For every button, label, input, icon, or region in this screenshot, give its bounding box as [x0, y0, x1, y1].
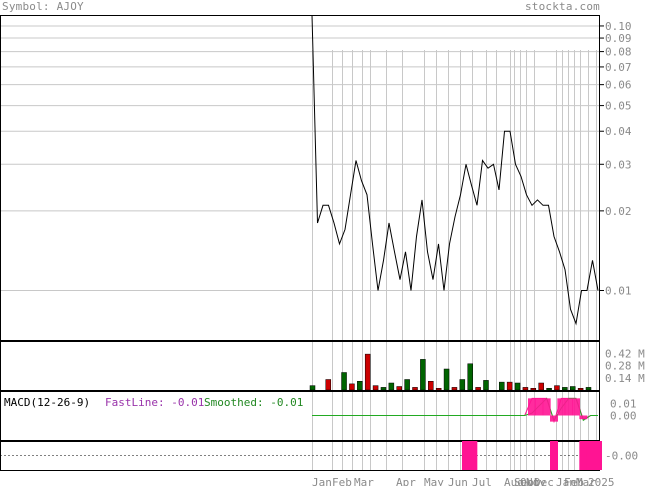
macd-smoothed-legend: Smoothed: -0.01 [204, 396, 303, 409]
volume-bar [451, 387, 458, 391]
volume-bar [396, 386, 402, 391]
macd-panel: MACD(12-26-9) FastLine: -0.01 Smoothed: … [4, 396, 637, 424]
volume-bar [388, 382, 395, 391]
x-axis-month-label: Nov [526, 476, 546, 486]
macd-fill-block [542, 398, 551, 416]
x-axis-month-label: Feb [564, 476, 584, 486]
macd-y-tick-label: 0.01 [610, 397, 637, 410]
volume-bar [475, 387, 481, 391]
volume-bar [357, 381, 363, 391]
macd-histogram-panel: -0.00 [0, 441, 638, 470]
volume-bar [412, 387, 418, 391]
macd-y-tick-label: 0.00 [610, 410, 637, 423]
volume-bar [428, 381, 434, 391]
x-axis-month-label: Jan [312, 476, 332, 486]
histogram-y-tick-label: -0.00 [605, 450, 638, 463]
price-y-tick-label: 0.10 [605, 20, 632, 33]
volume-frame [0, 341, 600, 391]
x-axis-month-label: Apr [396, 476, 416, 486]
histogram-bar [550, 441, 558, 470]
volume-bar [404, 379, 410, 391]
volume-y-tick-label: 0.14 M [605, 372, 645, 385]
volume-bar [364, 353, 371, 391]
volume-bar [483, 380, 489, 391]
x-axis-month-label: May [424, 476, 444, 486]
price-frame [0, 15, 600, 341]
x-axis-month-label: Mar [576, 476, 596, 486]
volume-bar [522, 387, 529, 391]
price-y-tick-label: 0.09 [605, 32, 632, 45]
site-label: stockta.com [524, 0, 600, 13]
histogram-bar [462, 441, 470, 470]
price-y-tick-label: 0.08 [605, 46, 632, 59]
price-y-tick-label: 0.05 [605, 100, 632, 113]
x-axis-month-label: Aug [504, 476, 524, 486]
macd-frame [0, 391, 600, 441]
volume-bar [309, 385, 316, 391]
macd-fill-block [557, 398, 566, 416]
volume-bar [380, 387, 387, 391]
volume-bar [349, 383, 355, 391]
volume-bar [459, 379, 466, 391]
macd-fill-block [550, 415, 558, 422]
macd-fill-block [579, 415, 588, 420]
macd-title: MACD(12-26-9) [4, 396, 90, 409]
volume-bar [341, 372, 347, 391]
x-axis-month-label: Jan [556, 476, 576, 486]
volume-bar [443, 368, 450, 391]
x-axis-month-label: Feb [332, 476, 352, 486]
x-axis-month-label: Dec [534, 476, 554, 486]
x-axis-month-label: Jul [472, 476, 492, 486]
volume-bar [372, 385, 379, 391]
price-y-tick-label: 0.01 [605, 285, 632, 298]
volume-bar [499, 381, 505, 391]
volume-bar [514, 382, 521, 391]
volume-bar [554, 385, 560, 391]
volume-y-tick-label: 0.28 M [605, 360, 645, 373]
volume-bar [530, 388, 537, 391]
volume-bar [569, 386, 576, 391]
volume-y-tick-label: 0.42 M [605, 347, 645, 360]
volume-bar [538, 382, 544, 391]
grid-lines [0, 25, 600, 470]
price-panel: 0.100.090.08 0.07 0.06 0.05 0.04 0.03 0.02 0.01 [311, 14, 632, 326]
price-y-tick-label: 0.03 [605, 158, 632, 171]
macd-fill-block [535, 398, 544, 416]
price-y-tick-label: 0.02 [605, 205, 632, 218]
histogram-bar [469, 441, 478, 470]
x-axis-month-label: Mar [354, 476, 374, 486]
volume-bar [562, 387, 568, 391]
price-y-tick-label: 0.06 [605, 79, 632, 92]
histogram-bar [594, 441, 602, 470]
volume-bar [577, 388, 584, 391]
price-y-tick-label: 0.07 [605, 61, 632, 74]
macd-fill-block [564, 398, 573, 416]
price-line [311, 14, 599, 326]
volume-bar [435, 388, 442, 391]
symbol-label: Symbol: AJOY [2, 0, 84, 13]
volume-bar [506, 381, 513, 391]
volume-panel: 0.42 M0.28 M0.14 M [309, 347, 645, 391]
volume-bar [546, 388, 552, 391]
x-axis-month-label: Oct [520, 476, 540, 486]
x-axis-month-label: Sep [514, 476, 534, 486]
price-y-tick-label: 0.04 [605, 125, 632, 138]
histogram-frame [0, 441, 600, 471]
volume-bar [325, 379, 332, 391]
macd-fast-legend: FastLine: -0.01 [105, 396, 204, 409]
x-axis-month-label: 2025 [588, 476, 615, 486]
volume-bar [585, 387, 592, 391]
volume-bar [420, 359, 426, 391]
x-axis-month-label: Jun [448, 476, 468, 486]
macd-fill-block [528, 398, 536, 416]
histogram-bar [586, 441, 595, 470]
volume-bar [467, 363, 473, 391]
macd-fill-block [572, 398, 580, 416]
histogram-bar [579, 441, 588, 470]
